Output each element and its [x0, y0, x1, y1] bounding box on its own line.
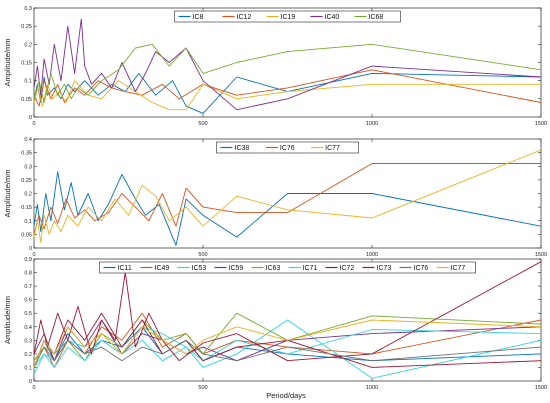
legend-label: IC49 — [155, 265, 170, 272]
x-tick-label: 1000 — [366, 121, 378, 127]
x-tick-label: 0 — [32, 121, 35, 127]
y-tick-label: 0.15 — [21, 61, 32, 67]
legend-label: IC76 — [414, 265, 429, 272]
series-line-ic40 — [33, 18, 542, 111]
y-tick-label: 0 — [29, 115, 32, 121]
series-line-ic49 — [33, 312, 542, 368]
y-tick-label: 0 — [29, 246, 32, 252]
legend-box — [174, 10, 401, 23]
legend-label: IC59 — [229, 265, 244, 272]
legend-label: IC40 — [325, 14, 340, 21]
y-tick-label: 0.15 — [21, 205, 32, 211]
y-tick-label: 0.2 — [24, 192, 32, 198]
legend-label: IC19 — [281, 14, 296, 21]
y-tick-label: 0.25 — [21, 24, 32, 30]
x-tick-label: 500 — [198, 385, 207, 391]
plot-area — [33, 7, 542, 118]
legend-label: IC73 — [377, 265, 392, 272]
y-tick-label: 0.05 — [21, 97, 32, 103]
series-line-ic77 — [33, 319, 542, 368]
legend-label: IC77 — [325, 145, 340, 152]
y-tick-label: 0.4 — [24, 137, 32, 143]
legend-label: IC12 — [237, 14, 252, 21]
x-tick-label: 1000 — [366, 252, 378, 258]
y-axis-title: Amplitude/mm — [3, 170, 12, 218]
y-tick-label: 0.2 — [24, 352, 32, 358]
chart-panel-3: 0 0.1 0.2 0.3 0.4 0.5 0.6 0.7 0.8 0.9 0 500 1000 1500… — [3, 257, 547, 391]
x-tick-label: 500 — [198, 252, 207, 258]
series-line-ic76 — [33, 339, 542, 368]
y-tick-label: 0.9 — [24, 257, 32, 263]
y-tick-label: 0.1 — [24, 79, 32, 85]
y-tick-label: 0.2 — [24, 42, 32, 48]
legend-label: IC63 — [266, 265, 281, 272]
legend-label: IC53 — [192, 265, 207, 272]
x-tick-label: 0 — [32, 252, 35, 258]
legend-label: IC71 — [303, 265, 318, 272]
x-axis-title: Period/days — [266, 391, 306, 400]
legend-label: IC76 — [280, 145, 295, 152]
legend-label: IC72 — [340, 265, 355, 272]
y-tick-label: 0.4 — [24, 325, 32, 331]
y-tick-label: 0.35 — [21, 151, 32, 157]
y-tick-label: 0.5 — [24, 311, 32, 317]
y-tick-label: 0.1 — [24, 219, 32, 225]
y-axis-title: Amplitude/mm — [3, 296, 12, 344]
series-line-ic73 — [33, 312, 542, 368]
y-tick-label: 0.25 — [21, 178, 32, 184]
y-tick-label: 0.05 — [21, 232, 32, 238]
y-tick-label: 0.3 — [24, 338, 32, 344]
chart-panel-1: 0 0.05 0.1 0.15 0.2 0.25 0.3 0 500 1000 1500 Amplit… — [3, 6, 547, 127]
y-tick-label: 0.3 — [24, 6, 32, 12]
legend-box — [216, 141, 359, 154]
chart-panel-2: 0 0.05 0.1 0.15 0.2 0.25 0.3 0.35 0.4 0 500 1000 150… — [3, 137, 547, 258]
legend-label: IC11 — [118, 265, 132, 272]
y-tick-label: 0.8 — [24, 271, 32, 277]
x-tick-label: 1000 — [366, 385, 378, 391]
legend-label: IC77 — [451, 265, 466, 272]
x-tick-label: 1500 — [535, 385, 547, 391]
series-line-ic77 — [33, 149, 542, 244]
y-tick-label: 0.1 — [24, 365, 32, 371]
x-tick-label: 1500 — [535, 121, 547, 127]
x-tick-label: 0 — [32, 385, 35, 391]
legend-label: IC68 — [369, 14, 384, 21]
series-line-ic68 — [33, 43, 542, 103]
y-tick-label: 0.7 — [24, 284, 32, 290]
series-line-ic76 — [33, 163, 541, 235]
legend-label: IC8 — [193, 14, 204, 21]
x-tick-label: 1500 — [535, 252, 547, 258]
y-axis-title: Amplitude/mm — [3, 39, 12, 87]
series-line-ic19 — [33, 80, 541, 111]
y-tick-label: 0 — [29, 379, 32, 385]
legend-label: IC38 — [235, 145, 250, 152]
legend-box — [99, 261, 476, 274]
y-tick-label: 0.3 — [24, 164, 32, 170]
y-tick-label: 0.6 — [24, 298, 32, 304]
x-tick-label: 500 — [198, 121, 207, 127]
